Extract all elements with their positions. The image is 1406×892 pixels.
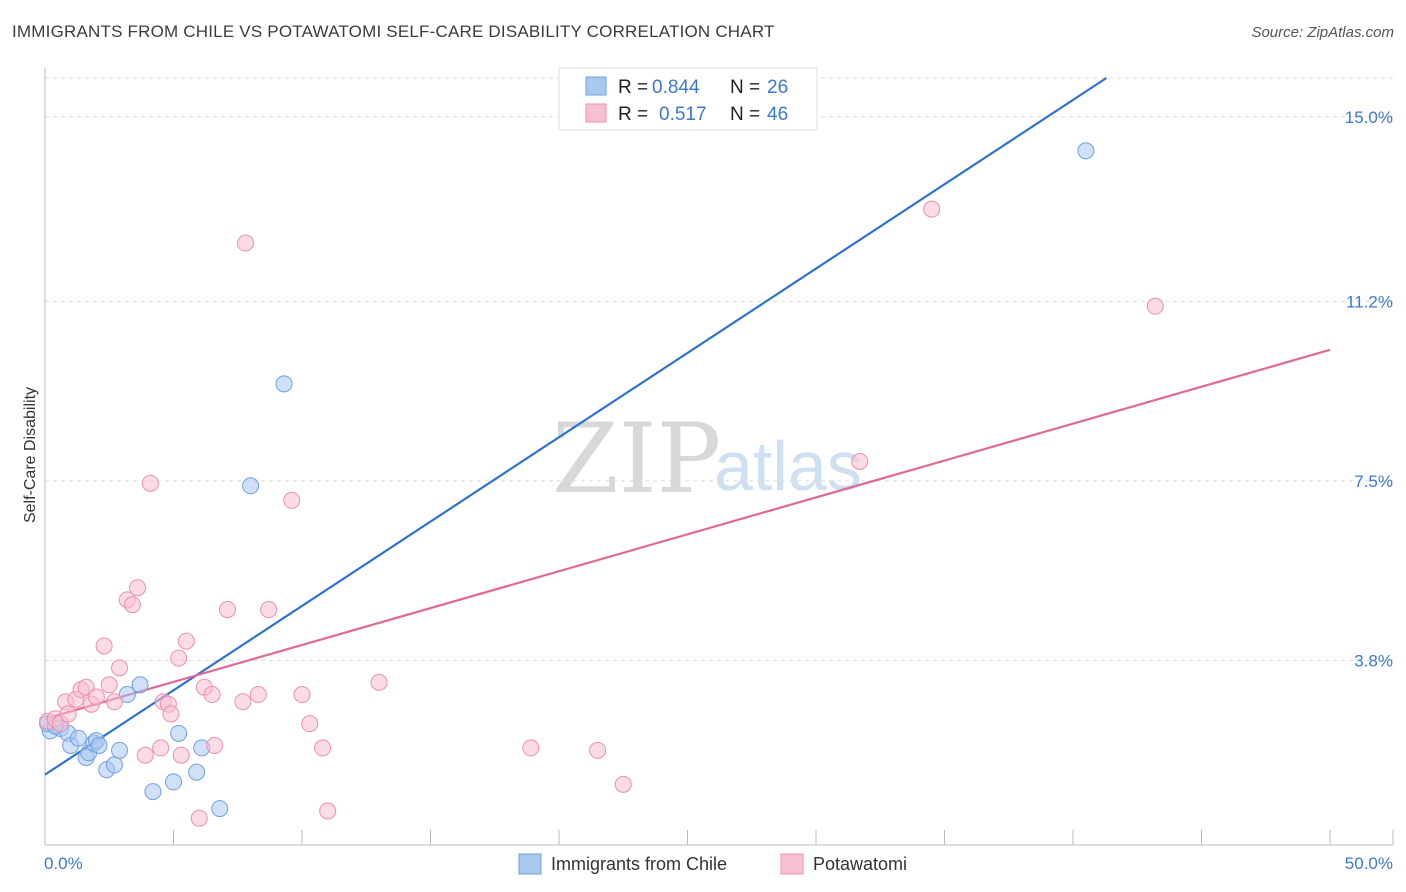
point-potawatomi: [301, 715, 319, 733]
point-potawatomi: [129, 579, 147, 597]
y-tick-label: 7.5%: [1354, 472, 1393, 491]
trend-line-potawatomi: [44, 348, 1331, 720]
point-chile: [1077, 142, 1095, 160]
legend-r-value-chile: 0.844: [652, 77, 700, 98]
point-chile: [105, 756, 123, 774]
legend-swatch-potawatomi: [585, 103, 607, 123]
chart-title: IMMIGRANTS FROM CHILE VS POTAWATOMI SELF…: [12, 22, 775, 41]
point-potawatomi: [314, 739, 332, 757]
point-potawatomi: [190, 809, 208, 827]
point-potawatomi: [123, 596, 141, 614]
point-potawatomi: [851, 453, 869, 470]
point-potawatomi: [172, 746, 190, 764]
point-chile: [275, 375, 293, 393]
point-potawatomi: [100, 676, 118, 694]
y-axis-label: Self-Care Disability: [22, 387, 39, 523]
point-potawatomi: [203, 686, 221, 704]
y-tick-label: 3.8%: [1354, 652, 1393, 671]
point-chile: [69, 729, 87, 747]
point-chile: [144, 783, 162, 801]
point-potawatomi: [177, 632, 195, 650]
point-potawatomi: [162, 705, 180, 723]
gridlines: [45, 77, 1393, 662]
bottom-legend-swatch-chile: [518, 853, 542, 875]
point-potawatomi: [370, 673, 388, 691]
point-potawatomi: [522, 739, 540, 757]
legend-r-label-potawatomi: R =: [618, 104, 648, 125]
point-chile: [242, 477, 260, 495]
legend-r-value-potawatomi: 0.517: [659, 104, 707, 125]
point-chile: [188, 763, 206, 781]
point-potawatomi: [236, 234, 254, 252]
point-potawatomi: [260, 601, 278, 619]
legend-n-value-potawatomi: 46: [767, 104, 788, 125]
point-potawatomi: [170, 649, 188, 667]
point-potawatomi: [206, 736, 224, 754]
point-potawatomi: [589, 741, 607, 759]
point-potawatomi: [111, 659, 129, 677]
bottom-legend-label-potawatomi: Potawatomi: [813, 854, 907, 874]
y-tick-label: 11.2%: [1346, 292, 1393, 311]
point-potawatomi: [152, 739, 170, 757]
point-potawatomi: [234, 693, 252, 711]
point-potawatomi: [293, 686, 311, 704]
point-potawatomi: [923, 200, 941, 218]
point-potawatomi: [1146, 297, 1164, 315]
bottom-legend-label-chile: Immigrants from Chile: [551, 854, 727, 874]
source-credit: Source: ZipAtlas.com: [1251, 24, 1394, 41]
point-chile: [211, 800, 229, 818]
watermark-zip: ZIP: [552, 403, 721, 515]
legend-n-label-chile: N =: [730, 77, 760, 98]
point-potawatomi: [249, 686, 267, 704]
y-tick-labels: 3.8% 7.5% 11.2% 15.0%: [1345, 108, 1393, 671]
point-chile: [131, 676, 149, 694]
point-potawatomi: [136, 746, 154, 764]
point-potawatomi: [141, 474, 159, 492]
legend-r-label-chile: R =: [618, 77, 648, 98]
point-potawatomi: [319, 802, 337, 820]
watermark-atlas: atlas: [714, 427, 862, 505]
point-chile: [118, 686, 136, 704]
point-chile: [170, 724, 188, 742]
y-tick-label: 15.0%: [1345, 108, 1393, 127]
x-tick-label-min: 0.0%: [44, 854, 83, 873]
point-potawatomi: [59, 705, 77, 723]
point-potawatomi: [218, 601, 236, 619]
x-tick-label-max: 50.0%: [1345, 854, 1393, 873]
trend-lines: [44, 77, 1331, 776]
point-chile: [90, 736, 108, 754]
trend-line-chile: [44, 77, 1108, 776]
point-chile: [111, 741, 129, 759]
legend-swatch-chile: [585, 76, 607, 96]
point-potawatomi: [95, 637, 113, 655]
legend-n-label-potawatomi: N =: [730, 104, 760, 125]
legend-n-value-chile: 26: [767, 77, 788, 98]
point-potawatomi: [87, 688, 105, 706]
point-potawatomi: [105, 693, 123, 711]
bottom-legend-swatch-potawatomi: [780, 853, 804, 875]
series-legend: Immigrants from Chile Potawatomi: [518, 853, 907, 875]
correlation-legend: R = 0.844 N = 26 R = 0.517 N = 46: [558, 67, 818, 131]
point-chile: [165, 773, 182, 791]
point-potawatomi: [283, 491, 301, 509]
data-points: [39, 142, 1164, 827]
point-potawatomi: [614, 775, 632, 793]
